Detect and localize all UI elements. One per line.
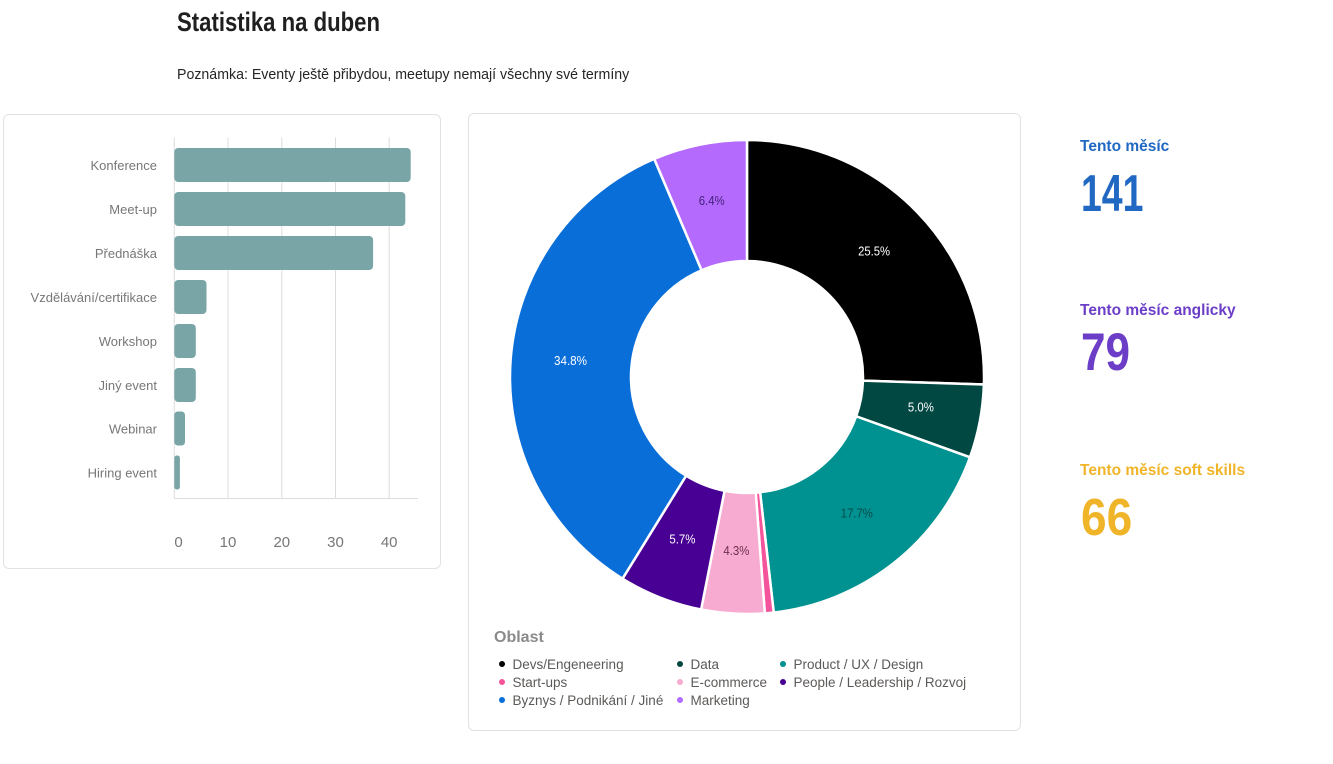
svg-text:Hiring event: Hiring event [88,466,158,481]
svg-text:20: 20 [273,534,290,551]
svg-text:40: 40 [381,534,398,551]
svg-text:34.8%: 34.8% [554,354,587,368]
svg-text:10: 10 [220,534,237,551]
svg-text:4.3%: 4.3% [723,544,749,558]
svg-text:0: 0 [174,534,182,551]
svg-text:Workshop: Workshop [99,334,157,349]
svg-text:30: 30 [327,534,344,551]
svg-text:25.5%: 25.5% [858,244,890,258]
svg-text:Webinar: Webinar [109,422,158,437]
svg-text:Jiný event: Jiný event [98,378,157,393]
svg-text:6.4%: 6.4% [699,194,725,208]
svg-text:Meet-up: Meet-up [109,202,157,217]
svg-text:Konference: Konference [91,158,158,173]
svg-text:Vzdělávání/certifikace: Vzdělávání/certifikace [31,290,157,305]
svg-text:Přednáška: Přednáška [95,246,158,261]
svg-text:5.7%: 5.7% [669,532,695,546]
svg-text:17.7%: 17.7% [841,506,873,520]
svg-text:5.0%: 5.0% [908,401,934,415]
